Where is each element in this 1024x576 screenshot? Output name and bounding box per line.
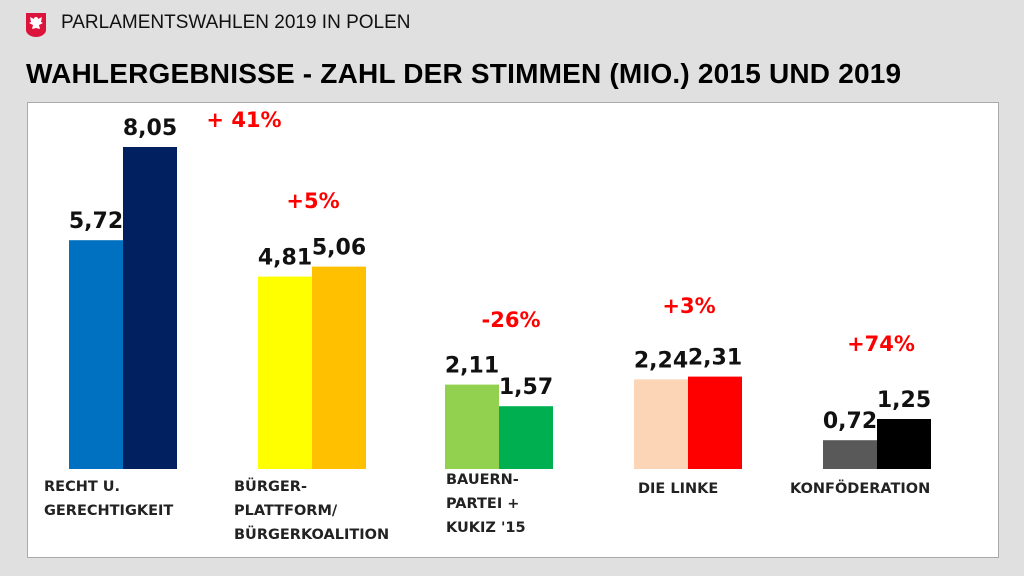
bar bbox=[445, 384, 499, 469]
bar bbox=[123, 147, 177, 469]
category-label: KONFÖDERATION bbox=[790, 479, 930, 497]
bar bbox=[499, 406, 553, 469]
category-label: PLATTFORM/ bbox=[234, 503, 338, 519]
bar bbox=[823, 440, 877, 469]
change-label: + 41% bbox=[206, 108, 281, 132]
change-label: +5% bbox=[286, 189, 339, 213]
bar bbox=[877, 419, 931, 469]
data-label: 5,72 bbox=[69, 209, 123, 234]
category-label: KUKIZ '15 bbox=[446, 520, 526, 536]
data-label: 8,05 bbox=[123, 116, 177, 141]
bar bbox=[688, 376, 742, 469]
data-label: 5,06 bbox=[312, 236, 366, 261]
data-label: 2,24 bbox=[634, 348, 688, 373]
data-label: 4,81 bbox=[258, 246, 312, 271]
data-label: 2,11 bbox=[445, 354, 499, 379]
category-label: BAUERN- bbox=[446, 472, 519, 488]
category-label: PARTEI + bbox=[446, 496, 519, 512]
category-label: DIE LINKE bbox=[638, 481, 718, 497]
bar bbox=[634, 379, 688, 469]
category-label: BÜRGER- bbox=[234, 477, 307, 495]
chart-area: 5,72 8,05 + 41% RECHT U. GERECHTIGKEIT 4,81 5,… bbox=[27, 102, 999, 558]
data-label: 1,57 bbox=[499, 375, 553, 400]
polish-eagle-emblem-icon bbox=[26, 13, 46, 37]
slide-subtitle: PARLAMENTSWAHLEN 2019 IN POLEN bbox=[61, 12, 411, 33]
category-label: RECHT U. bbox=[44, 479, 120, 495]
change-label: +74% bbox=[847, 332, 915, 356]
slide-title: WAHLERGEBNISSE - ZAHL DER STIMMEN (MIO.)… bbox=[26, 58, 902, 89]
category-label: GERECHTIGKEIT bbox=[44, 503, 173, 519]
data-label: 2,31 bbox=[688, 346, 742, 371]
change-label: -26% bbox=[482, 308, 541, 332]
bar bbox=[312, 266, 366, 469]
data-label: 0,72 bbox=[823, 409, 877, 434]
bar bbox=[258, 276, 312, 469]
category-label: BÜRGERKOALITION bbox=[234, 525, 389, 543]
bar bbox=[69, 240, 123, 469]
data-label: 1,25 bbox=[877, 388, 931, 413]
bar-chart: 5,72 8,05 + 41% RECHT U. GERECHTIGKEIT 4,81 5,… bbox=[44, 108, 931, 543]
change-label: +3% bbox=[662, 294, 715, 318]
